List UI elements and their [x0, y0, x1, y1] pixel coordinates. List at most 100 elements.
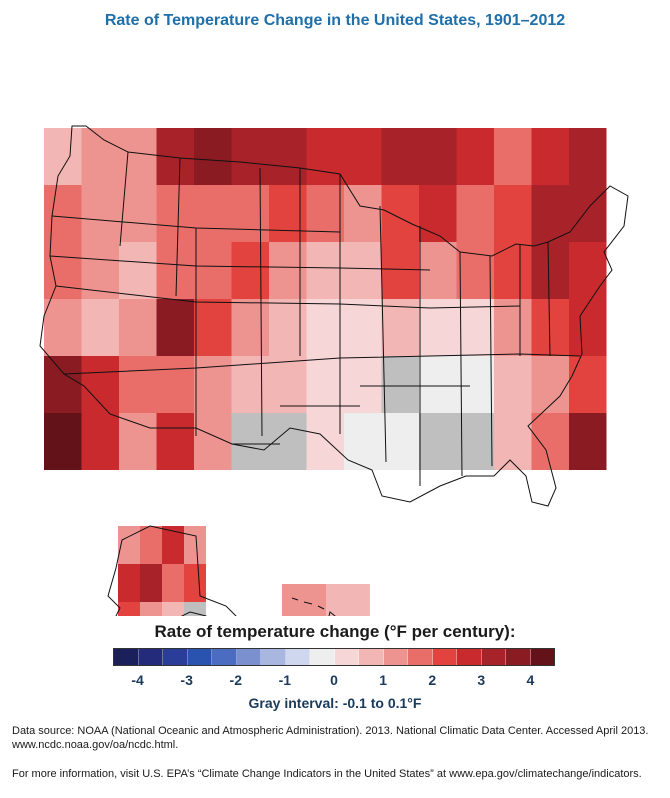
state-borders	[39, 125, 629, 507]
legend-tick-label: -4	[131, 672, 144, 688]
grid-cell	[44, 128, 82, 185]
grid-cell	[231, 299, 269, 356]
grid-cell	[44, 356, 82, 413]
grid-cell	[456, 128, 494, 185]
grid-cell	[569, 413, 607, 470]
legend-swatch	[530, 649, 554, 665]
grid-cell	[44, 242, 82, 299]
grid-cell	[419, 299, 457, 356]
grid-cell	[456, 299, 494, 356]
grid-cell	[81, 299, 119, 356]
grid-cell	[569, 356, 607, 413]
grid-cell	[531, 356, 569, 413]
grid-cell	[494, 356, 532, 413]
legend-tick-label: 3	[477, 672, 486, 688]
legend-swatch	[163, 649, 188, 665]
legend-swatch	[114, 649, 139, 665]
grid-cell	[456, 413, 494, 470]
grid-cell	[194, 128, 232, 185]
grid-cell	[156, 128, 194, 185]
alaska-cell	[162, 602, 184, 640]
grid-cell	[119, 128, 157, 185]
grid-cell	[419, 413, 457, 470]
grid-cell	[494, 413, 532, 470]
grid-cell	[381, 299, 419, 356]
grid-cell	[306, 128, 344, 185]
more-info-text: For more information, visit U.S. EPA’s “…	[12, 768, 642, 780]
grid-cell	[194, 299, 232, 356]
hawaii-grid	[282, 584, 370, 624]
grid-cell	[494, 185, 532, 242]
alaska-cell	[118, 564, 140, 602]
legend-tick-label: 1	[379, 672, 388, 688]
grid-cell	[119, 299, 157, 356]
legend-tick-label: 0	[330, 672, 338, 688]
legend-tick-label: -3	[180, 672, 193, 688]
alaska-cell	[140, 564, 162, 602]
alaska-grid	[118, 526, 206, 640]
legend-ticks: -4 -3 -2 -1 0 1 2 3 4	[113, 672, 555, 692]
legend-swatch	[481, 649, 506, 665]
legend-swatch	[261, 649, 286, 665]
grid-cell	[81, 185, 119, 242]
grid-cell	[306, 299, 344, 356]
grid-cell	[119, 185, 157, 242]
grid-cell	[306, 185, 344, 242]
grid-cell	[344, 185, 382, 242]
legend-tick-label: 2	[428, 672, 437, 688]
grid-cell	[44, 413, 82, 470]
legend-tick-label: -1	[278, 672, 292, 688]
grid-cell	[569, 299, 607, 356]
grid-cell	[44, 185, 82, 242]
grid-cell	[156, 299, 194, 356]
legend-swatch	[236, 649, 261, 665]
legend-swatch	[383, 649, 408, 665]
grid-cell	[306, 413, 344, 470]
grid-cell	[306, 356, 344, 413]
grid-cell	[531, 242, 569, 299]
grid-cell	[194, 185, 232, 242]
legend-swatch	[334, 649, 359, 665]
legend-swatch	[138, 649, 163, 665]
grid-cell	[269, 356, 307, 413]
us-map-svg	[39, 125, 629, 647]
grid-cell	[269, 128, 307, 185]
grid-cell	[81, 413, 119, 470]
grid-cell	[231, 185, 269, 242]
grid-cell	[381, 356, 419, 413]
legend-swatch	[432, 649, 457, 665]
hawaii-cell	[326, 584, 370, 624]
us-map	[0, 56, 670, 647]
grid-cell	[569, 242, 607, 299]
grid-cell	[456, 356, 494, 413]
grid-cell	[456, 185, 494, 242]
grid-cell	[494, 299, 532, 356]
grid-cell	[231, 128, 269, 185]
grid-cell	[531, 413, 569, 470]
source-line-2: www.ncdc.noaa.gov/oa/ncdc.html.	[12, 739, 179, 751]
legend-swatch	[187, 649, 212, 665]
legend-swatch	[285, 649, 310, 665]
grid-cell	[419, 242, 457, 299]
grid-cell	[119, 356, 157, 413]
grid-cell	[569, 185, 607, 242]
grid-cell	[531, 128, 569, 185]
grid-cell	[344, 413, 382, 470]
grid-cell	[381, 185, 419, 242]
grid-cell	[306, 242, 344, 299]
grid-cell	[381, 413, 419, 470]
grid-cell	[569, 128, 607, 185]
gray-interval-note: Gray interval: -0.1 to 0.1°F	[248, 695, 422, 711]
grid-cell	[494, 242, 532, 299]
alaska-cell	[184, 564, 206, 602]
grid-cell	[419, 128, 457, 185]
grid-cell	[156, 413, 194, 470]
grid-cell	[231, 242, 269, 299]
alaska-cell	[162, 526, 184, 564]
grid-cell	[231, 413, 269, 470]
legend-tick-label: 4	[526, 672, 535, 688]
grid-cell	[456, 242, 494, 299]
legend-swatch	[457, 649, 482, 665]
grid-cell	[194, 356, 232, 413]
alaska-cell	[118, 526, 140, 564]
